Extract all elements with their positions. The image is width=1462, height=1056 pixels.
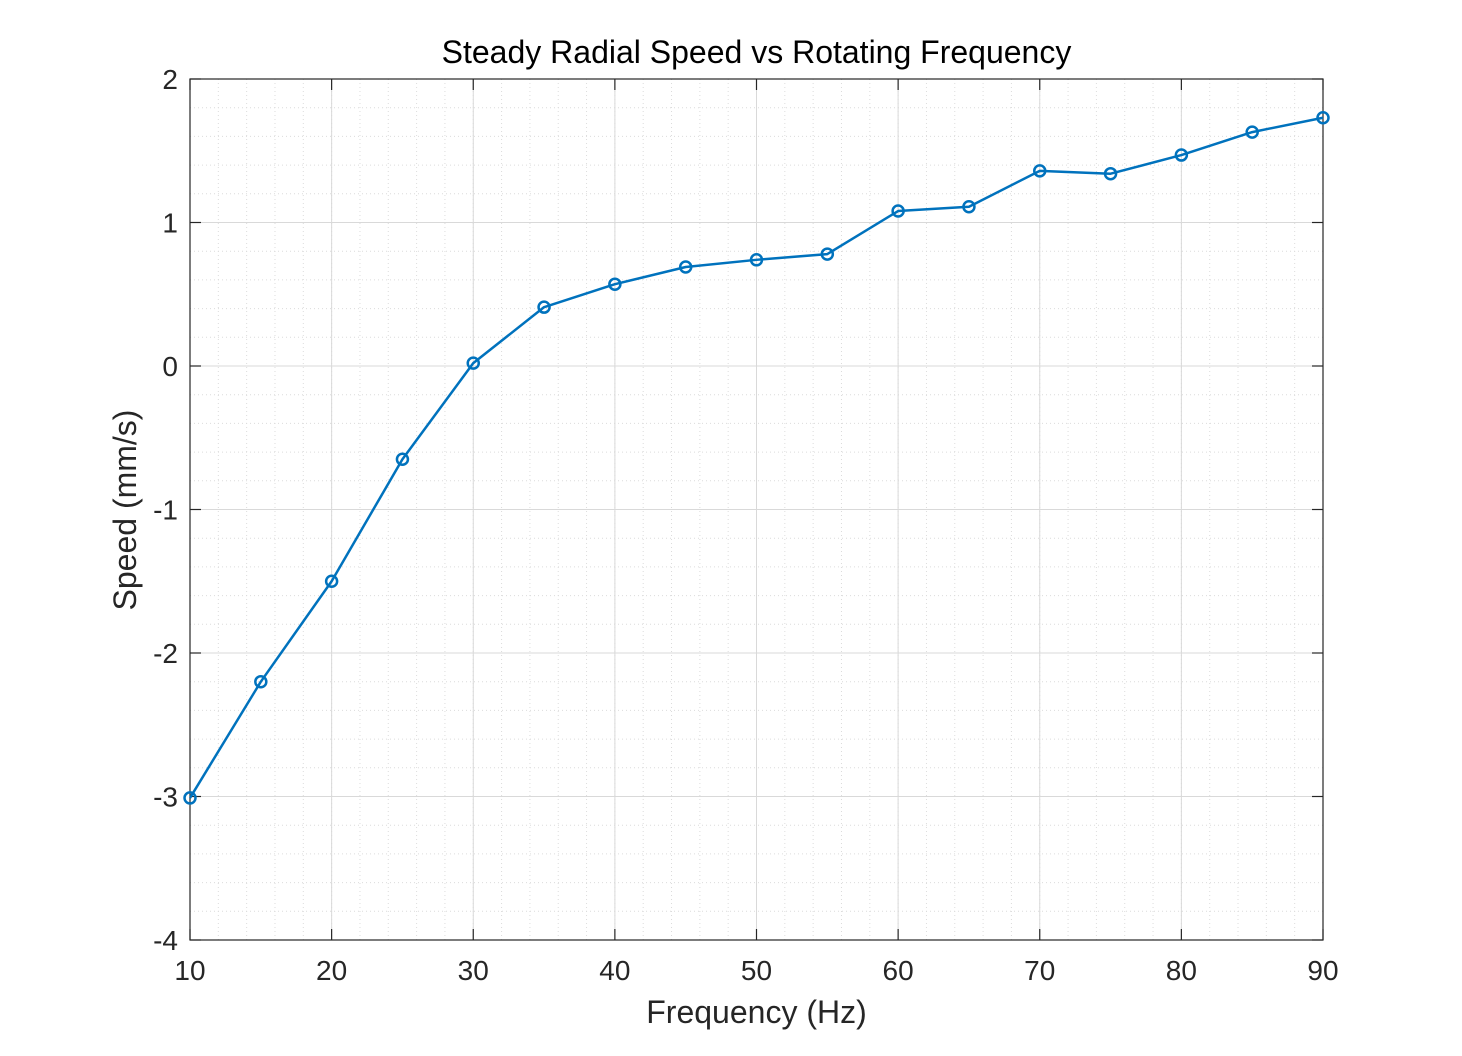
data-point bbox=[395, 452, 410, 467]
data-point bbox=[183, 791, 197, 805]
data-point bbox=[678, 260, 693, 274]
data-point bbox=[891, 204, 905, 218]
x-axis-label: Frequency (Hz) bbox=[646, 994, 867, 1030]
x-tick-label: 80 bbox=[1166, 955, 1197, 986]
data-point bbox=[608, 277, 622, 291]
y-tick-label: 0 bbox=[162, 351, 178, 382]
data-point bbox=[254, 674, 268, 689]
x-tick-label: 20 bbox=[316, 955, 347, 986]
y-tick-label: -3 bbox=[153, 782, 178, 813]
x-tick-label: 50 bbox=[741, 955, 772, 986]
data-point bbox=[1174, 148, 1189, 162]
chart-title: Steady Radial Speed vs Rotating Frequenc… bbox=[441, 34, 1072, 70]
data-point bbox=[1103, 166, 1118, 181]
data-point bbox=[466, 356, 480, 370]
data-point bbox=[537, 300, 551, 314]
x-tick-label: 60 bbox=[883, 955, 914, 986]
x-tick-label: 40 bbox=[599, 955, 630, 986]
data-point bbox=[1245, 125, 1259, 139]
y-tick-label: 2 bbox=[162, 64, 178, 95]
y-tick-label: 1 bbox=[162, 208, 178, 239]
y-tick-label: -4 bbox=[153, 925, 178, 956]
y-axis-label: Speed (mm/s) bbox=[107, 409, 143, 611]
data-point bbox=[820, 247, 835, 261]
x-tick-label: 70 bbox=[1024, 955, 1055, 986]
y-tick-label: -2 bbox=[153, 638, 178, 669]
data-point bbox=[749, 253, 764, 267]
y-tick-label: -1 bbox=[153, 495, 178, 526]
data-point bbox=[324, 574, 339, 588]
x-tick-label: 10 bbox=[174, 955, 205, 986]
series-line bbox=[188, 116, 1324, 799]
x-tick-label: 90 bbox=[1307, 955, 1338, 986]
data-point bbox=[1033, 164, 1047, 178]
x-tick-label: 30 bbox=[458, 955, 489, 986]
data-point bbox=[1316, 110, 1330, 125]
data-point bbox=[962, 199, 976, 214]
